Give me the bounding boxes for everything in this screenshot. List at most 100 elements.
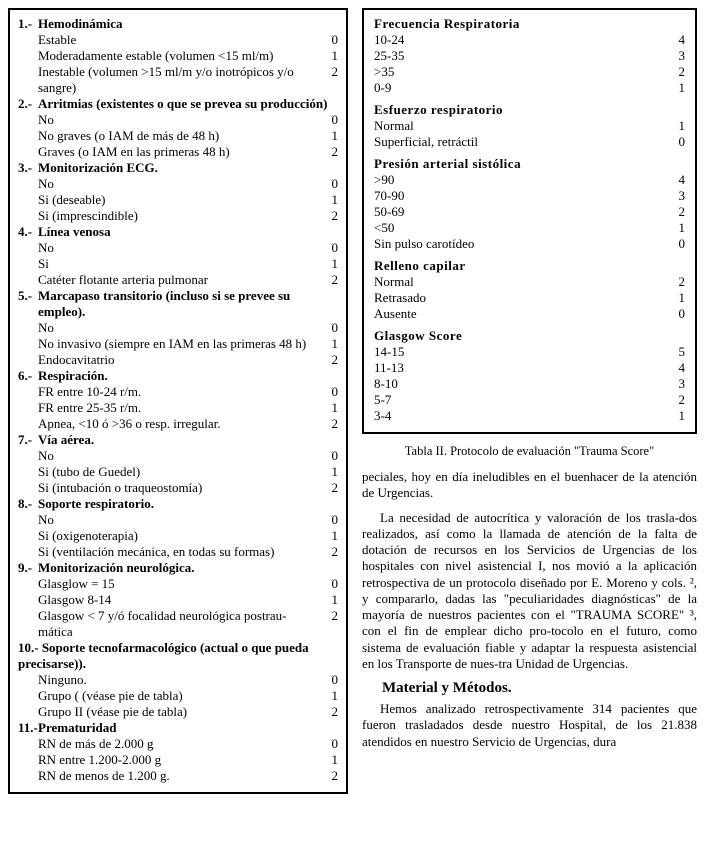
score-label: Endocavitatrio [18, 352, 324, 368]
score-value: 3 [671, 48, 685, 64]
score-label: Ninguno. [18, 672, 324, 688]
score-value: 0 [324, 112, 338, 128]
left-scoring-box: 1.-HemodinámicaEstable0Moderadamente est… [8, 8, 348, 794]
score-row: Si (deseable)1 [18, 192, 338, 208]
score-value: 0 [324, 176, 338, 192]
score-label: Moderadamente estable (volumen <15 ml/m) [18, 48, 324, 64]
right-column: Frecuencia Respiratoria10-24425-353>3520… [362, 8, 697, 794]
score-label: 14-15 [374, 344, 671, 360]
score-value: 0 [324, 384, 338, 400]
score-row: >904 [374, 172, 685, 188]
score-value: 3 [671, 188, 685, 204]
score-row: Superficial, retráctil0 [374, 134, 685, 150]
score-value: 0 [324, 240, 338, 256]
score-row: Apnea, <10 ó >36 o resp. irregular.2 [18, 416, 338, 432]
section-number: 7.- [18, 432, 38, 448]
score-label: No [18, 448, 324, 464]
section-header: 11.-Prematuridad [18, 720, 338, 736]
score-row: Si (imprescindible)2 [18, 208, 338, 224]
score-value: 2 [324, 768, 338, 784]
score-label: Ausente [374, 306, 671, 322]
score-label: 11-13 [374, 360, 671, 376]
score-label: Si [18, 256, 324, 272]
score-row: 70-903 [374, 188, 685, 204]
score-label: Glasgow 8-14 [18, 592, 324, 608]
score-row: Si (oxigenoterapia)1 [18, 528, 338, 544]
score-value: 1 [324, 128, 338, 144]
score-label: 50-69 [374, 204, 671, 220]
score-value: 1 [671, 290, 685, 306]
score-value: 2 [324, 416, 338, 432]
section-number: 3.- [18, 160, 38, 176]
score-value: 2 [324, 272, 338, 288]
section-title: Arritmias (existentes o que se prevea su… [38, 96, 338, 112]
score-label: 8-10 [374, 376, 671, 392]
score-row: <501 [374, 220, 685, 236]
section-number: 4.- [18, 224, 38, 240]
score-label: <50 [374, 220, 671, 236]
score-value: 0 [324, 448, 338, 464]
paragraph-continuation: peciales, hoy en día ineludibles en el b… [362, 469, 697, 502]
score-row: Si (intubación o traqueostomía)2 [18, 480, 338, 496]
score-label: Si (deseable) [18, 192, 324, 208]
section-title: Línea venosa [38, 224, 338, 240]
score-label: 70-90 [374, 188, 671, 204]
score-value: 2 [671, 392, 685, 408]
section-title: Respiración. [38, 368, 338, 384]
score-value: 1 [671, 220, 685, 236]
score-value: 1 [324, 464, 338, 480]
score-value: 0 [324, 320, 338, 336]
score-value: 0 [324, 672, 338, 688]
score-label: Sin pulso carotídeo [374, 236, 671, 252]
section-header: 3.-Monitorización ECG. [18, 160, 338, 176]
section-header: 6.-Respiración. [18, 368, 338, 384]
score-row: Retrasado1 [374, 290, 685, 306]
score-value: 1 [324, 336, 338, 352]
score-row: No graves (o IAM de más de 48 h)1 [18, 128, 338, 144]
score-row: 11-134 [374, 360, 685, 376]
group-title: Relleno capilar [374, 258, 685, 274]
score-value: 4 [671, 172, 685, 188]
score-value: 4 [671, 360, 685, 376]
score-row: 50-692 [374, 204, 685, 220]
score-row: Endocavitatrio2 [18, 352, 338, 368]
score-value: 0 [324, 512, 338, 528]
score-row: Sin pulso carotídeo0 [374, 236, 685, 252]
score-label: 3-4 [374, 408, 671, 424]
score-value: 1 [324, 400, 338, 416]
score-label: No [18, 112, 324, 128]
section-title: Vía aérea. [38, 432, 338, 448]
score-label: FR entre 25-35 r/m. [18, 400, 324, 416]
section-header: 4.-Línea venosa [18, 224, 338, 240]
page-root: 1.-HemodinámicaEstable0Moderadamente est… [8, 8, 703, 794]
score-row: 3-41 [374, 408, 685, 424]
paragraph-methods: Hemos analizado retrospectivamente 314 p… [362, 701, 697, 750]
score-label: 25-35 [374, 48, 671, 64]
score-label: Si (ventilación mecánica, en todas su fo… [18, 544, 324, 560]
score-row: Moderadamente estable (volumen <15 ml/m)… [18, 48, 338, 64]
section-title: Monitorización neurológica. [38, 560, 338, 576]
section-number: 1.- [18, 16, 38, 32]
score-label: No graves (o IAM de más de 48 h) [18, 128, 324, 144]
score-row: Ausente0 [374, 306, 685, 322]
score-value: 3 [671, 376, 685, 392]
score-row: FR entre 25-35 r/m.1 [18, 400, 338, 416]
score-label: Grupo ( (véase pie de tabla) [18, 688, 324, 704]
score-row: Grupo ( (véase pie de tabla)1 [18, 688, 338, 704]
score-row: Catéter flotante arteria pulmonar2 [18, 272, 338, 288]
score-value: 2 [324, 208, 338, 224]
section-header: 5.-Marcapaso transitorio (incluso si se … [18, 288, 338, 320]
score-label: Estable [18, 32, 324, 48]
score-value: 0 [671, 236, 685, 252]
score-label: Si (intubación o traqueostomía) [18, 480, 324, 496]
score-row: Ninguno.0 [18, 672, 338, 688]
section-number: 2.- [18, 96, 38, 112]
score-row: 25-353 [374, 48, 685, 64]
section-title: Monitorización ECG. [38, 160, 338, 176]
score-value: 0 [671, 306, 685, 322]
section-header: 8.-Soporte respiratorio. [18, 496, 338, 512]
score-value: 0 [671, 134, 685, 150]
score-value: 1 [671, 408, 685, 424]
score-label: RN de menos de 1.200 g. [18, 768, 324, 784]
section-number: 8.- [18, 496, 38, 512]
